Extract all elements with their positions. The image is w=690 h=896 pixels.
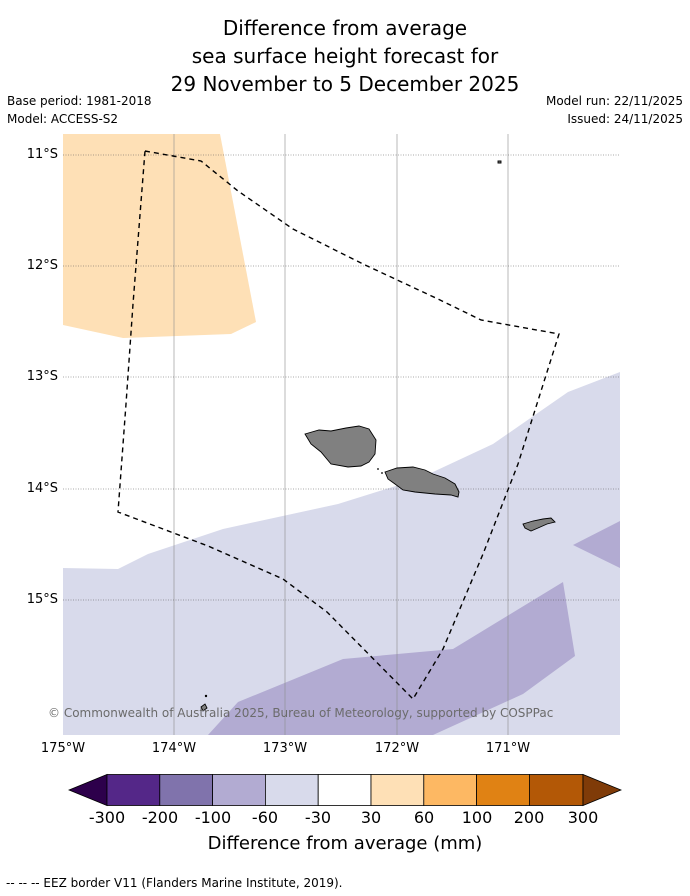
colorbar-tick: 60 [413, 808, 435, 827]
lat-label-14s: 14°S [26, 481, 58, 496]
colorbar-segment [528, 774, 584, 806]
colorbar-tick: 30 [360, 808, 382, 827]
base-period: Base period: 1981-2018 [7, 94, 152, 108]
colorbar-tick: 300 [567, 808, 599, 827]
model-name: Model: ACCESS-S2 [7, 112, 119, 126]
model-run: Model run: 22/11/2025 [545, 94, 683, 108]
island-small-north [497, 160, 502, 164]
island-upolu [384, 466, 460, 498]
lon-label-174w: 174°W [151, 741, 197, 756]
copyright-notice: © Commonwealth of Australia 2025, Bureau… [48, 706, 554, 720]
colorbar-tick: -30 [304, 808, 332, 827]
lon-label-175w: 175°W [40, 741, 86, 756]
lat-label-11s: 11°S [26, 147, 58, 162]
title-line-3: 29 November to 5 December 2025 [170, 72, 520, 96]
lat-label-13s: 13°S [26, 369, 58, 384]
colorbar-arrow-high [582, 773, 622, 807]
colorbar-segment [159, 774, 214, 806]
colorbar-segment [423, 774, 477, 806]
title-line-1: Difference from average [222, 16, 468, 40]
title-line-2: sea surface height forecast for [191, 44, 499, 68]
islet [381, 472, 383, 474]
island-tutuila [522, 517, 556, 532]
anomaly-region-pos-30-60 [63, 134, 256, 338]
colorbar-segment [317, 774, 372, 806]
lon-label-173w: 173°W [262, 741, 308, 756]
gridlines [173, 134, 509, 735]
colorbar-segment [212, 774, 266, 806]
colorbar-label: Difference from average (mm) [207, 833, 483, 854]
eez-legend-note: -- -- -- EEZ border V11 (Flanders Marine… [6, 876, 343, 890]
colorbar-tick: 200 [513, 808, 545, 827]
colorbar-segment [476, 774, 530, 806]
colorbar-tick: -300 [88, 808, 126, 827]
colorbar-tick: -200 [141, 808, 179, 827]
lon-label-171w: 171°W [485, 741, 531, 756]
colorbar-arrow-low [68, 773, 108, 807]
lon-label-172w: 172°W [374, 741, 420, 756]
lat-label-15s: 15°S [26, 592, 58, 607]
colorbar [68, 773, 622, 807]
colorbar-tick: 100 [461, 808, 493, 827]
colorbar-segment [264, 774, 319, 806]
chart-title: Difference from average sea surface heig… [0, 14, 690, 98]
colorbar-segment [106, 774, 161, 806]
anomaly-region-neg-60-100-east [573, 521, 620, 568]
colorbar-tick: -60 [251, 808, 279, 827]
islet [204, 694, 208, 698]
anomaly-region-neg-60-100-south [208, 582, 575, 735]
islet [377, 468, 379, 470]
colorbar-segment [370, 774, 425, 806]
island-savaii [304, 425, 377, 468]
colorbar-tick: -100 [194, 808, 232, 827]
island-small-south [200, 703, 208, 712]
eez-border [117, 150, 560, 701]
lat-label-12s: 12°S [26, 258, 58, 273]
map [63, 134, 620, 735]
issued-date: Issued: 24/11/2025 [567, 112, 683, 126]
